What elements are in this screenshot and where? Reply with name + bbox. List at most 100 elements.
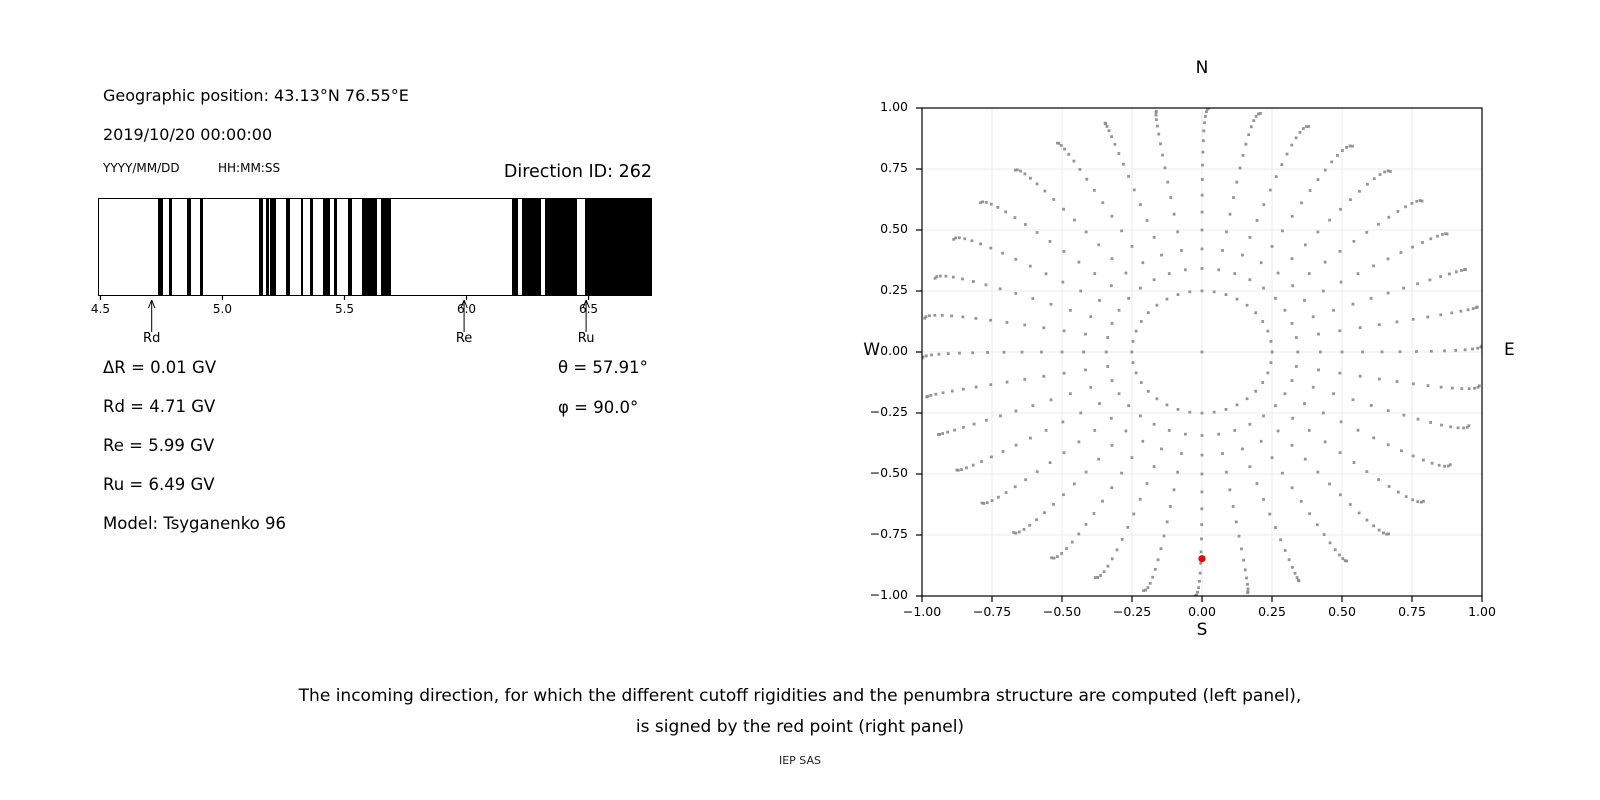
grid-dot <box>960 468 963 471</box>
grid-dot <box>1304 125 1308 128</box>
grid-dot <box>1290 257 1294 260</box>
grid-dot <box>1065 547 1068 550</box>
grid-dot <box>1249 125 1253 129</box>
grid-dot <box>1307 125 1311 128</box>
grid-dot <box>1127 174 1130 178</box>
grid-dot <box>1262 286 1265 290</box>
grid-dot <box>1372 177 1376 181</box>
grid-dot <box>1014 257 1018 261</box>
grid-dot <box>1439 385 1443 389</box>
grid-dot <box>1420 199 1424 203</box>
grid-dot <box>1139 414 1142 418</box>
grid-dot <box>1042 374 1046 378</box>
grid-dot <box>1308 189 1312 192</box>
grid-dot <box>1067 152 1071 156</box>
grid-dot <box>1103 121 1107 125</box>
grid-dot <box>1303 299 1306 302</box>
grid-dot <box>1014 409 1018 413</box>
grid-dot <box>1228 488 1232 492</box>
grid-dot <box>1176 230 1180 234</box>
grid-dot <box>1338 249 1342 253</box>
grid-dot <box>1456 426 1460 430</box>
grid-dot <box>1039 350 1043 354</box>
grid-dot <box>1386 409 1390 412</box>
cutoff-arrow-label: Re <box>455 331 473 346</box>
grid-dot <box>1130 350 1134 354</box>
grid-dot <box>1001 450 1005 453</box>
grid-dot <box>1254 114 1258 118</box>
grid-dot <box>1411 317 1415 321</box>
grid-dot <box>1416 282 1419 286</box>
grid-dot <box>935 275 939 279</box>
grid-dot <box>1321 411 1325 415</box>
grid-dot <box>1290 214 1294 218</box>
y-tick-label: 0.75 <box>880 160 908 175</box>
grid-dot <box>981 200 985 204</box>
grid-dot <box>1377 377 1381 381</box>
grid-dot <box>953 428 957 432</box>
grid-dot <box>1411 454 1415 458</box>
grid-dot <box>1031 404 1035 408</box>
grid-dot <box>979 242 983 246</box>
grid-dot <box>1167 272 1171 275</box>
grid-dot <box>1203 121 1206 125</box>
grid-dot <box>1144 588 1148 592</box>
grid-dot <box>1415 350 1418 353</box>
grid-dot <box>1159 547 1163 551</box>
grid-dot <box>1221 249 1224 252</box>
x-tick-label: 0.75 <box>1398 604 1426 619</box>
grid-dot <box>980 501 984 505</box>
grid-dot <box>1157 132 1161 136</box>
grid-dot <box>1160 253 1163 257</box>
grid-dot <box>1246 591 1250 595</box>
allowed-band <box>348 199 352 295</box>
grid-dot <box>1176 470 1180 474</box>
grid-dot <box>1117 392 1121 396</box>
grid-dot <box>1398 350 1402 354</box>
grid-dot <box>1198 579 1201 583</box>
grid-dot <box>1188 290 1192 294</box>
grid-dot <box>1117 152 1121 155</box>
grid-dot <box>1044 272 1048 276</box>
grid-dot <box>1235 180 1239 184</box>
grid-dot <box>1351 144 1354 148</box>
grid-dot <box>1200 537 1203 541</box>
grid-dot <box>1233 429 1237 432</box>
grid-dot <box>1162 534 1166 538</box>
grid-dot <box>1259 439 1263 443</box>
grid-dot <box>1061 420 1065 424</box>
grid-dot <box>1117 308 1121 312</box>
grid-dot <box>1333 548 1337 552</box>
grid-dot <box>1110 257 1114 260</box>
grid-dot <box>928 314 931 318</box>
grid-dot <box>1098 299 1101 302</box>
grid-dot <box>1287 558 1291 562</box>
grid-dot <box>1328 218 1332 222</box>
grid-dot <box>1386 291 1390 295</box>
grid-dot <box>1323 440 1327 444</box>
y-tick-label: 1.00 <box>880 99 908 114</box>
grid-dot <box>1339 420 1343 424</box>
grid-dot <box>1248 422 1252 426</box>
grid-dot <box>1276 271 1280 275</box>
grid-dot <box>965 466 968 470</box>
grid-dot <box>1022 528 1026 531</box>
theta-value: θ = 57.91° <box>558 358 648 377</box>
grid-dot <box>1193 594 1197 596</box>
grid-dot <box>1099 574 1103 577</box>
grid-dot <box>1402 413 1406 417</box>
grid-dot <box>1395 320 1399 324</box>
grid-dot <box>923 316 927 320</box>
grid-dot <box>1183 432 1187 436</box>
grid-dot <box>1307 428 1311 432</box>
grid-dot <box>1323 168 1327 172</box>
grid-dot <box>1122 162 1125 166</box>
grid-dot <box>1200 178 1204 181</box>
grid-dot <box>1165 520 1169 524</box>
grid-dot <box>1361 350 1365 354</box>
compass-south-label: S <box>1196 620 1208 640</box>
grid-dot <box>1421 458 1425 462</box>
grid-dot <box>1014 168 1017 172</box>
grid-dot <box>1301 127 1305 130</box>
grid-dot <box>971 351 975 355</box>
